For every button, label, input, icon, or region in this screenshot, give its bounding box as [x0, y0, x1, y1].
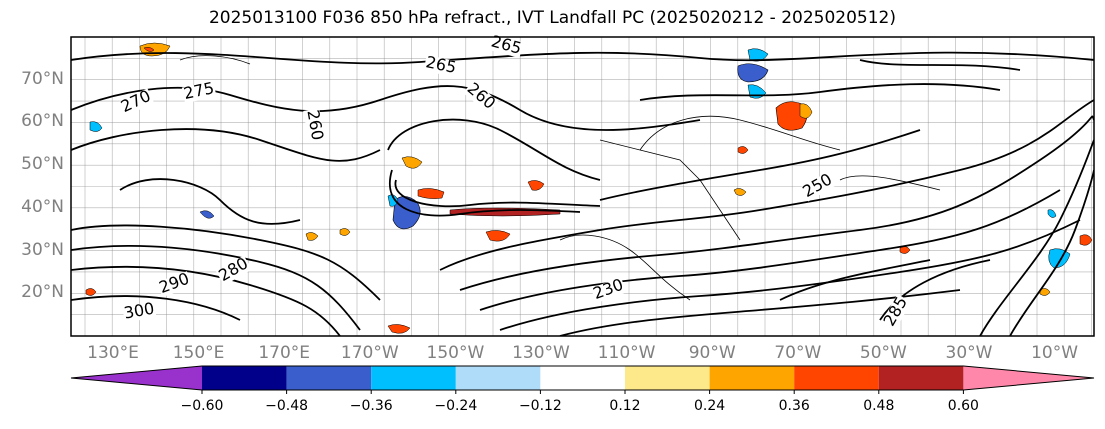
shade-orange-10	[1039, 288, 1051, 296]
colorbar-segment	[540, 366, 625, 390]
contour-label-bg	[118, 88, 155, 117]
lon-label: 10°W	[1031, 343, 1079, 363]
lon-label: 170°W	[340, 343, 399, 363]
map-frame	[70, 36, 1095, 337]
shade-orange-1	[799, 103, 813, 119]
contour-label-bg	[122, 301, 157, 323]
lon-label: 150°E	[172, 343, 225, 363]
gridlines	[71, 37, 1094, 336]
contour-label-bg	[463, 80, 498, 114]
lat-label: 40°N	[21, 196, 64, 217]
lat-label: 30°N	[21, 239, 64, 260]
lon-label: 30°W	[945, 343, 993, 363]
colorbar-tick-label: 0.48	[863, 398, 895, 414]
shade-orange-14	[339, 228, 351, 236]
colorbar-segment	[286, 366, 372, 390]
lat-label: 50°N	[21, 154, 64, 175]
colorbar-tick-label: 0.12	[609, 398, 641, 414]
shade-blue-2	[737, 63, 769, 83]
lon-label: 130°E	[87, 343, 139, 363]
colorbar-segment	[625, 366, 710, 390]
colorbar-segment	[794, 366, 879, 390]
lat-label: 20°N	[21, 282, 64, 303]
colorbar-tick-label: −0.60	[180, 398, 224, 414]
contour-label-bg	[181, 80, 217, 104]
shade-red-2	[143, 47, 155, 52]
colorbar-segment	[455, 366, 541, 390]
lat-label: 70°N	[21, 68, 64, 89]
colorbar-extend-high	[963, 366, 1094, 390]
contour-label-bg	[590, 277, 627, 304]
shade-orange-12	[1079, 234, 1093, 246]
map-title: 2025013100 F036 850 hPa refract., IVT La…	[208, 8, 896, 28]
colorbar-extend-low	[71, 366, 202, 390]
colorbar-segment	[202, 366, 287, 390]
thin-outlines	[179, 55, 941, 301]
lon-label: 110°W	[597, 343, 656, 363]
lon-label: 70°W	[774, 343, 822, 363]
lon-label: 130°W	[512, 343, 570, 363]
shade-orange-4	[527, 180, 545, 191]
contour-label-bg	[800, 171, 836, 202]
colorbar-segment	[709, 366, 795, 390]
lon-label: 150°W	[426, 343, 485, 363]
lon-label: 170°E	[258, 343, 311, 363]
lon-label: 90°W	[688, 343, 736, 363]
shade-orange-3	[485, 230, 511, 242]
shade-skyblue-4	[89, 121, 103, 132]
colorbar-tick-label: −0.12	[518, 398, 562, 414]
contour-label-bg	[156, 271, 193, 298]
shade-blue-3	[199, 210, 215, 219]
contour-label-bg	[216, 255, 252, 286]
shade-orange-6	[387, 324, 411, 334]
shade-darkred-1	[449, 207, 561, 217]
shade-skyblue-5	[1047, 209, 1057, 218]
colorbar	[70, 365, 1095, 394]
colorbar-tick-label: −0.48	[265, 398, 309, 414]
shade-orange-9	[737, 146, 749, 154]
shade-orange-13	[85, 288, 97, 296]
shade-orange-8	[733, 188, 747, 196]
colorbar-segment	[371, 366, 456, 390]
colorbar-segment	[878, 366, 964, 390]
colorbar-tick-label: 0.36	[778, 398, 810, 414]
colorbar-tick-label: −0.36	[349, 398, 393, 414]
colorbar-tick-label: −0.24	[434, 398, 478, 414]
contour-lines	[71, 51, 1094, 336]
colorbar-tick-label: 0.24	[694, 398, 726, 414]
shade-orange-7	[305, 232, 319, 241]
lon-label: 50°W	[859, 343, 907, 363]
contour-label-bg	[303, 108, 325, 143]
contour-label-bg	[423, 54, 459, 78]
shade-orange-5	[401, 156, 423, 169]
colorbar-tick-label: 0.60	[947, 398, 979, 414]
shade-red-3	[417, 188, 445, 199]
contour-label-bg	[881, 294, 912, 330]
lat-label: 60°N	[21, 111, 64, 132]
